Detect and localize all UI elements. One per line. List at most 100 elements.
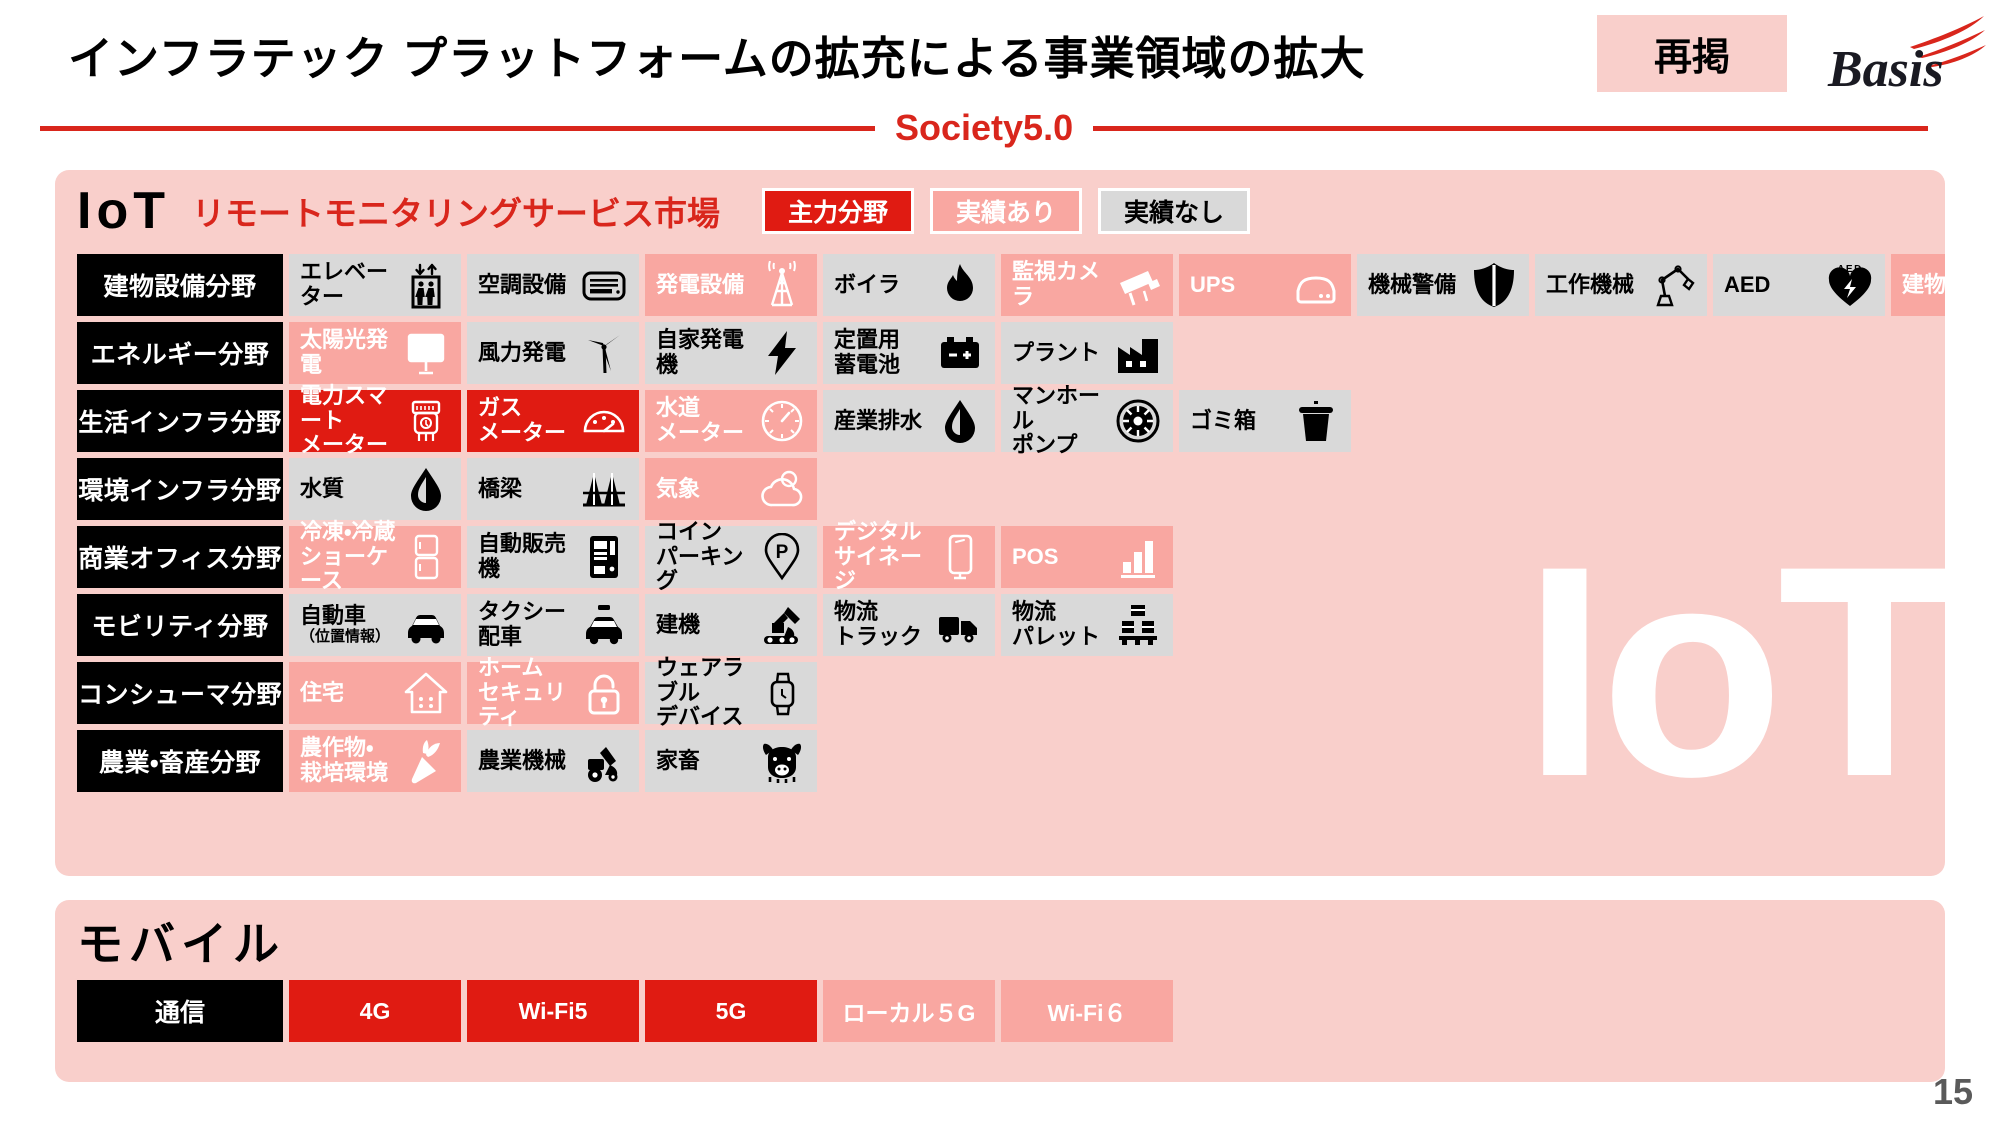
matrix-cell[interactable]: デジタル サイネージ (823, 519, 995, 593)
matrix-cell[interactable]: マンホール ポンプ (1001, 383, 1173, 457)
matrix-cell[interactable]: 水質 (289, 458, 461, 520)
electric-meter-icon (402, 397, 450, 445)
refrigerator-showcase-icon (402, 533, 450, 581)
matrix-row: 農業・畜産分野 農作物・ 栽培環境 農業機械 家畜 (77, 730, 1945, 792)
weather-cloud-icon (758, 465, 806, 513)
cell-label: POS (1012, 543, 1059, 569)
battery-icon (936, 329, 984, 377)
cell-label: 産業排水 (834, 407, 923, 433)
mobile-cell[interactable]: Wi-Fi5 (467, 980, 639, 1042)
cell-label: 農作物・ 栽培環境 (300, 735, 389, 785)
matrix-cell[interactable]: 水道 メーター (645, 390, 817, 452)
cell-label: 発電設備 (656, 271, 745, 297)
cell-label: 監視カメラ (1012, 259, 1101, 309)
gas-meter-icon (580, 397, 628, 445)
matrix-cell[interactable]: 監視カメラ (1001, 254, 1173, 316)
matrix-cell[interactable]: 太陽光発電 (289, 322, 461, 384)
mobile-cell[interactable]: 4G (289, 980, 461, 1042)
lightning-bolt-icon (758, 329, 806, 377)
cell-label: 住宅 (300, 679, 345, 705)
cell-label: 水質 (300, 475, 345, 501)
shield-icon (1470, 261, 1518, 309)
matrix-cell[interactable]: ガス メーター (467, 390, 639, 452)
matrix-cell[interactable]: 発電設備 (645, 254, 817, 316)
matrix-cell[interactable]: 農業機械 (467, 730, 639, 792)
matrix-cell[interactable]: AED AED (1713, 254, 1885, 316)
legend: 主力分野 実績あり 実績なし (761, 188, 1250, 234)
cell-label: タクシー 配車 (478, 599, 567, 649)
matrix-cell[interactable]: 物流 パレット (1001, 594, 1173, 656)
matrix-cell[interactable]: タクシー 配車 (467, 594, 639, 656)
cell-label: 橋梁 (478, 475, 523, 501)
matrix-cell[interactable]: エレベーター (289, 254, 461, 316)
matrix-cell[interactable]: 風力発電 (467, 322, 639, 384)
power-tower-icon (758, 261, 806, 309)
matrix-cell[interactable]: 家畜 (645, 730, 817, 792)
cell-label: デジタル サイネージ (834, 519, 923, 594)
matrix-cell[interactable]: 橋梁 (467, 458, 639, 520)
taxi-icon (580, 601, 628, 649)
matrix-cell[interactable]: 産業排水 (823, 390, 995, 452)
mobile-cell[interactable]: ローカル５G (823, 980, 995, 1042)
water-quality-drop-icon (402, 465, 450, 513)
matrix-cell[interactable]: 自動販売機 (467, 526, 639, 588)
air-conditioner-icon (580, 261, 628, 309)
matrix-row: モビリティ分野 自動車 （位置情報） タクシー 配車 建機 物流 トラック 物流 パレット (77, 594, 1945, 656)
page-title: インフラテック プラットフォームの拡充による事業領域の拡大 (68, 33, 1366, 84)
cell-label: 冷凍・冷蔵 ショーケース (300, 519, 396, 594)
row-label-4: 商業オフィス分野 (77, 526, 283, 588)
cell-label: AED (1724, 271, 1771, 297)
matrix-cell[interactable]: ウェアラブル デバイス (645, 655, 817, 729)
matrix-row: 建物設備分野 エレベーター 空調設備 発電設備 ボイラ 監視カメラ UPS 機械警備 工作機械 A… (77, 254, 1945, 316)
bar-chart-icon (1114, 533, 1162, 581)
matrix-cell[interactable]: 物流 トラック (823, 594, 995, 656)
carrot-icon (402, 737, 450, 785)
matrix-row: 環境インフラ分野 水質 橋梁 気象 (77, 458, 1945, 520)
matrix-cell[interactable]: コイン パーキング P (645, 519, 817, 593)
matrix-cell[interactable]: 住宅 (289, 662, 461, 724)
page-number: 15 (1932, 1071, 1973, 1112)
cell-label: ゴミ箱 (1190, 407, 1257, 433)
basis-logo: Basis (1822, 14, 1987, 92)
svg-text:AED: AED (1837, 264, 1863, 275)
matrix-cell[interactable]: 自動車 （位置情報） (289, 594, 461, 656)
trash-bin-icon (1292, 397, 1340, 445)
cell-label: 建物 (1902, 271, 1945, 297)
pallet-icon (1114, 601, 1162, 649)
row-label-6: コンシューマ分野 (77, 662, 283, 724)
matrix-cell[interactable]: ゴミ箱 (1179, 390, 1351, 452)
matrix-cell[interactable]: 建物 (1891, 254, 1945, 316)
digital-signage-icon (936, 533, 984, 581)
mobile-cell[interactable]: Wi-Fi６ (1001, 980, 1173, 1042)
mobile-cell[interactable]: 5G (645, 980, 817, 1042)
cell-label: ボイラ (834, 271, 901, 297)
matrix-cell[interactable]: 定置用 蓄電池 (823, 322, 995, 384)
water-drop-icon (936, 397, 984, 445)
matrix-row: 商業オフィス分野 冷凍・冷蔵 ショーケース 自動販売機 コイン パーキング P デジタル … (77, 519, 1945, 593)
matrix-cell[interactable]: プラント (1001, 322, 1173, 384)
divider-left (40, 125, 875, 131)
iot-matrix: 建物設備分野 エレベーター 空調設備 発電設備 ボイラ 監視カメラ UPS 機械警備 工作機械 A… (77, 254, 1945, 798)
matrix-cell[interactable]: 電力スマート メーター (289, 383, 461, 457)
matrix-cell[interactable]: 農作物・ 栽培環境 (289, 730, 461, 792)
matrix-cell[interactable]: 冷凍・冷蔵 ショーケース (289, 519, 461, 593)
cell-label: 農業機械 (478, 747, 567, 773)
row-label-0: 建物設備分野 (77, 254, 283, 316)
cell-label: 機械警備 (1368, 271, 1457, 297)
matrix-cell[interactable]: 空調設備 (467, 254, 639, 316)
matrix-cell[interactable]: 気象 (645, 458, 817, 520)
matrix-cell[interactable]: 建機 (645, 594, 817, 656)
matrix-cell[interactable]: ボイラ (823, 254, 995, 316)
matrix-cell[interactable]: 工作機械 (1535, 254, 1707, 316)
matrix-cell[interactable]: 自家発電機 (645, 322, 817, 384)
cell-sublabel: （位置情報） (300, 627, 391, 645)
cell-label: ガス メーター (478, 395, 567, 445)
factory-icon (1114, 329, 1162, 377)
matrix-cell[interactable]: 機械警備 (1357, 254, 1529, 316)
cell-label: 家畜 (656, 747, 701, 773)
cell-label: 定置用 蓄電池 (834, 327, 901, 377)
matrix-cell[interactable]: POS (1001, 526, 1173, 588)
matrix-cell[interactable]: UPS (1179, 254, 1351, 316)
matrix-cell[interactable]: ホーム セキュリティ (467, 655, 639, 729)
